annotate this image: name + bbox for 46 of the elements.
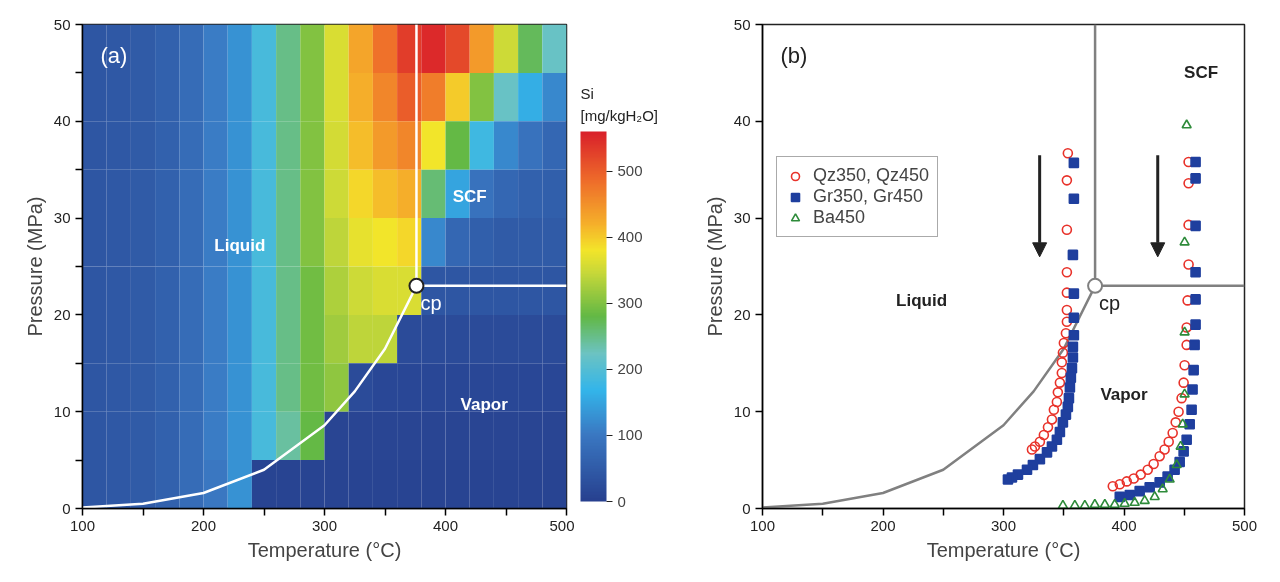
- x-tick-label: 200: [190, 516, 217, 534]
- x-tick-label: 200: [870, 516, 896, 534]
- x-tick-label: 400: [432, 516, 459, 534]
- color-bar-title: Si [mg/kgH₂O]: [580, 84, 659, 124]
- y-tick-label: 30: [733, 209, 751, 227]
- x-axis-title: Temperature (°C): [926, 538, 1081, 561]
- x-tick-label: 100: [69, 516, 96, 534]
- y-tick-label: 0: [742, 499, 751, 517]
- y-tick-label: 10: [733, 402, 751, 420]
- color-bar-label: 100: [617, 426, 643, 444]
- text: (a): [100, 42, 128, 68]
- annotation: cp: [1099, 291, 1121, 314]
- x-tick-label: 500: [549, 516, 575, 534]
- y-tick-label: 20: [733, 305, 751, 323]
- x-tick-label: 500: [1231, 516, 1258, 534]
- y-tick-label: 40: [733, 112, 751, 130]
- annotation: SCF: [452, 187, 487, 207]
- annotation: Vapor: [1100, 384, 1148, 404]
- y-tick-label: 20: [53, 305, 71, 323]
- legend-label: Gr350, Gr450: [813, 186, 924, 207]
- color-bar-label: 500: [617, 162, 643, 180]
- x-tick-label: 100: [749, 516, 776, 534]
- annotation: SCF: [1184, 63, 1219, 83]
- color-bar-label: 200: [617, 360, 643, 378]
- legend-label: Ba450: [813, 207, 866, 228]
- annotation: Vapor: [460, 395, 509, 415]
- annotation: cp: [420, 291, 442, 314]
- annotation: Liquid: [214, 235, 266, 255]
- y-tick-label: 30: [53, 209, 71, 227]
- y-tick-label: 50: [733, 15, 751, 33]
- x-tick-label: 300: [311, 516, 338, 534]
- color-bar-label: 300: [617, 294, 643, 312]
- y-tick-label: 0: [62, 499, 71, 517]
- color-bar-label: 0: [617, 492, 626, 510]
- color-bar-label: 400: [617, 228, 643, 246]
- y-tick-label: 10: [53, 402, 71, 420]
- y-axis-title: Pressure (MPa): [703, 196, 726, 337]
- x-tick-label: 300: [990, 516, 1017, 534]
- x-tick-label: 400: [1111, 516, 1137, 534]
- legend-label: Qz350, Qz450: [813, 165, 930, 186]
- y-axis-title: Pressure (MPa): [23, 196, 46, 337]
- y-tick-label: 40: [53, 112, 71, 130]
- text: (b): [780, 42, 808, 68]
- annotation: Liquid: [896, 290, 948, 310]
- x-axis-title: Temperature (°C): [247, 538, 402, 561]
- y-tick-label: 50: [53, 15, 71, 33]
